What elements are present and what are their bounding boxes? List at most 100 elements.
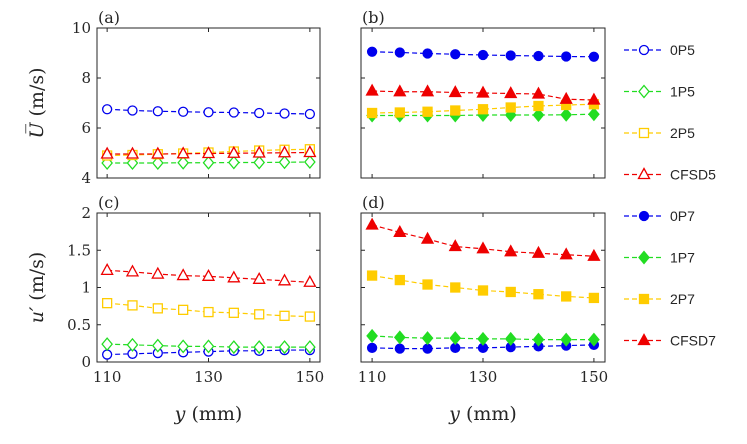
series-2P7	[366, 99, 600, 119]
series-CFSD5	[100, 145, 317, 159]
data-point-0P7	[422, 48, 433, 59]
data-point-CFSD5	[151, 146, 165, 159]
legend-marker	[638, 210, 650, 222]
legend-label: 2P7	[670, 291, 695, 307]
data-point-CFSD5	[252, 271, 266, 284]
data-point-1P7	[449, 331, 462, 346]
data-point-CFSD5	[176, 146, 190, 159]
data-point-1P5	[278, 340, 291, 355]
data-point-0P7	[394, 343, 405, 354]
y-tick-label: 8	[81, 69, 91, 87]
data-point-0P7	[450, 49, 461, 60]
data-point-0P5	[101, 104, 113, 115]
data-point-0P7	[505, 50, 516, 61]
data-point-1P5	[227, 340, 240, 355]
data-point-CFSD5	[227, 145, 241, 158]
panel-c: 0 0.5 1 1.5 2 110 130 150 (c)	[67, 193, 324, 386]
x-axis-label: y (mm)	[448, 403, 517, 425]
data-point-0P5	[279, 108, 290, 119]
series-line-0P5	[107, 349, 310, 356]
legend-marker	[638, 127, 650, 139]
data-point-0P5	[101, 349, 113, 360]
data-point-CFSD7	[420, 231, 435, 244]
data-point-1P5	[101, 337, 113, 352]
data-point-0P7	[477, 49, 489, 61]
data-point-1P7	[588, 332, 600, 347]
series-CFSD7	[365, 83, 601, 105]
data-point-2P7	[477, 285, 489, 296]
data-point-1P5	[227, 155, 240, 170]
data-point-1P7	[393, 330, 406, 345]
data-point-CFSD7	[393, 84, 407, 97]
series-line-CFSD5	[107, 151, 310, 155]
series-line-2P5	[107, 148, 310, 157]
legend-item-2P7: 2P7	[624, 291, 695, 307]
series-0P5	[101, 104, 316, 120]
data-point-0P5	[152, 106, 163, 117]
data-point-CFSD5	[125, 146, 140, 159]
panel-b: (b)	[360, 8, 606, 179]
data-point-0P7	[422, 343, 433, 354]
data-point-2P7	[505, 102, 516, 113]
data-point-CFSD5	[151, 266, 165, 279]
data-point-2P7	[477, 104, 489, 115]
data-point-1P7	[366, 328, 378, 343]
series-line-0P7	[372, 51, 594, 58]
data-point-0P5	[304, 108, 316, 120]
data-point-1P7	[532, 332, 545, 347]
data-point-0P7	[394, 47, 405, 58]
data-point-CFSD5	[100, 146, 114, 159]
y-tick-label: 4	[81, 169, 91, 187]
series-0P7	[366, 46, 600, 62]
data-point-0P7	[366, 342, 378, 353]
data-point-2P5	[304, 311, 316, 322]
data-point-CFSD7	[476, 241, 490, 254]
data-point-CFSD5	[303, 145, 317, 158]
legend-marker	[638, 44, 650, 56]
legend-label: 2P5	[670, 125, 695, 141]
y-tick-label: 2	[81, 204, 91, 222]
panel-label: (c)	[98, 193, 119, 212]
legend-item-1P7: 1P7	[624, 250, 695, 266]
legend-label: 0P7	[670, 208, 695, 224]
panel-label: (a)	[98, 8, 120, 27]
data-point-2P5	[152, 303, 163, 314]
series-line-1P7	[372, 335, 594, 341]
legend-marker	[638, 84, 650, 99]
data-point-2P7	[394, 107, 405, 118]
data-point-CFSD7	[504, 86, 518, 99]
x-tick-label: 130	[469, 368, 498, 386]
x-tick-label: 130	[194, 368, 223, 386]
data-point-CFSD7	[587, 248, 601, 261]
series-1P7	[366, 328, 600, 347]
data-point-0P5	[228, 107, 239, 118]
legend-marker	[638, 293, 650, 305]
legend-label: CFSD5	[670, 167, 716, 183]
data-point-0P7	[561, 51, 572, 62]
data-point-CFSD5	[277, 145, 292, 158]
data-point-1P7	[421, 331, 434, 346]
data-point-CFSD7	[420, 84, 435, 97]
data-point-0P5	[254, 107, 265, 119]
data-point-1P7	[504, 331, 517, 346]
y-tick-label: 1.5	[67, 241, 91, 259]
data-point-2P7	[366, 107, 378, 119]
legend-label: CFSD7	[670, 333, 716, 349]
data-point-CFSD5	[201, 268, 216, 281]
series-line-1P5	[107, 343, 310, 348]
data-point-2P7	[450, 105, 461, 116]
data-point-1P5	[126, 337, 139, 352]
x-tick-label: 150	[580, 368, 609, 386]
y-axis-label: u′ (m/s)	[26, 252, 48, 324]
legend-item-CFSD7: CFSD7	[624, 333, 716, 349]
data-point-2P7	[450, 282, 461, 293]
series-CFSD5	[100, 263, 317, 287]
data-point-CFSD7	[559, 91, 573, 104]
panel-label: (b)	[362, 8, 385, 27]
data-point-1P7	[560, 107, 573, 122]
data-point-CFSD5	[100, 263, 114, 276]
series-line-2P7	[372, 103, 594, 114]
x-tick-label: 110	[358, 368, 387, 386]
data-point-CFSD7	[365, 83, 379, 96]
legend-item-CFSD5: CFSD5	[624, 167, 716, 183]
